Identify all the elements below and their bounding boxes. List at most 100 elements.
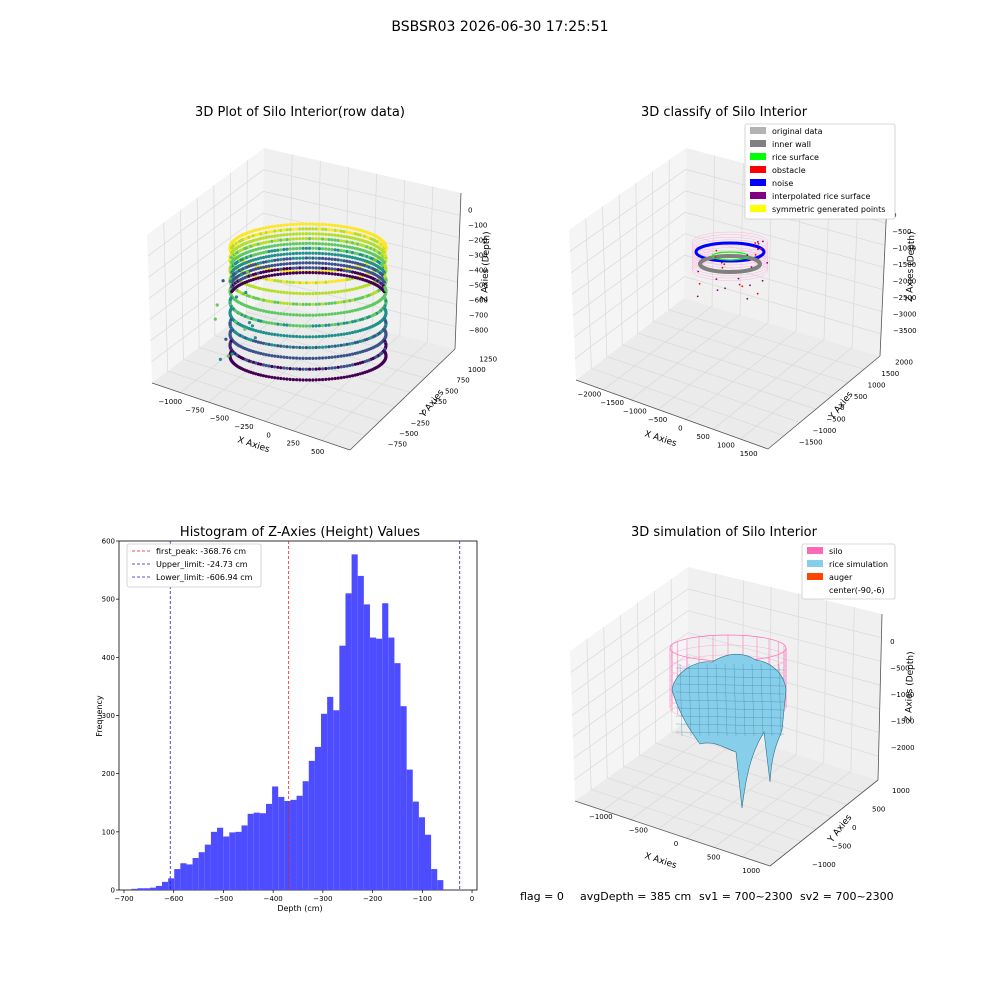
raw-point (282, 280, 286, 284)
classify-scatter-point (716, 289, 719, 291)
raw-point (356, 271, 360, 275)
raw-point (356, 247, 360, 251)
raw-point (279, 322, 283, 327)
raw-point (256, 266, 260, 270)
histogram-x-tick-label: −200 (363, 895, 382, 903)
classify-inner-wall-ring (698, 254, 762, 274)
raw-point (298, 246, 302, 250)
raw-point (256, 261, 260, 266)
raw-point (317, 251, 321, 255)
raw-plot-title: 3D Plot of Silo Interior(row data) (195, 105, 405, 120)
raw-point (273, 300, 277, 304)
histogram-bar (235, 831, 242, 890)
raw-point (298, 281, 302, 285)
raw-point (348, 269, 352, 274)
raw-point (356, 252, 360, 256)
raw-point (304, 378, 308, 382)
raw-point (285, 257, 289, 261)
raw-point (270, 244, 274, 248)
raw-point (291, 302, 295, 306)
raw-point (288, 252, 292, 256)
raw-point (261, 275, 266, 279)
histogram-bar (143, 888, 150, 890)
raw-point (356, 232, 360, 236)
raw-point (356, 372, 360, 377)
raw-point (321, 378, 325, 382)
raw-point (288, 237, 292, 241)
raw-point (273, 229, 277, 233)
raw-point (361, 295, 365, 300)
classify-scatter-point (698, 282, 701, 285)
raw-point (324, 271, 328, 275)
raw-point (321, 242, 325, 246)
raw-point (350, 341, 355, 345)
raw-point (321, 222, 325, 226)
raw-point (353, 341, 357, 345)
raw-point (295, 356, 299, 360)
raw-point (291, 291, 295, 295)
classify-legend-swatch (750, 205, 766, 212)
raw-point (298, 324, 302, 328)
raw-point (324, 227, 328, 232)
raw-point (267, 267, 271, 271)
raw-point (342, 230, 346, 234)
raw-point (288, 313, 292, 317)
classify-plot-grid-line (740, 193, 859, 440)
raw-point (339, 300, 343, 304)
raw-outlier-point (218, 357, 222, 361)
raw-point (308, 227, 312, 231)
raw-point (285, 301, 289, 306)
raw-point (254, 228, 258, 232)
raw-point (330, 233, 334, 237)
raw-point (345, 274, 349, 278)
raw-point (285, 323, 289, 327)
raw-point (311, 237, 315, 241)
classify-plot-z-tick: −2500 (893, 294, 917, 302)
simulation-plot-x-tick: 0 (674, 840, 678, 848)
raw-point (267, 342, 271, 346)
raw-point (358, 277, 362, 281)
raw-plot-grid-line (236, 167, 349, 412)
histogram-x-ticks: −700 −600 −500 −400 −300 −200 −100 0 (114, 890, 474, 903)
raw-point (308, 302, 312, 306)
raw-point (353, 237, 357, 241)
raw-point (321, 324, 325, 328)
raw-point (345, 235, 349, 239)
raw-point (384, 267, 388, 271)
figure-title: BSBSR03 2026-06-30 17:25:51 (391, 19, 608, 35)
classify-legend-label: inner wall (772, 140, 811, 149)
raw-point (285, 269, 289, 273)
simulation-plot-z-tick: −2000 (891, 744, 915, 752)
raw-point (333, 376, 337, 381)
raw-point (348, 250, 352, 254)
raw-point (261, 255, 266, 260)
simulation-plot-x-tick: 1000 (742, 867, 760, 875)
histogram-bar (290, 799, 297, 890)
raw-point (304, 241, 308, 245)
raw-point (298, 266, 302, 270)
raw-point (285, 355, 289, 360)
raw-point (333, 257, 337, 262)
raw-point (282, 223, 286, 227)
raw-plot-x-tick: −500 (210, 415, 229, 423)
raw-point (358, 252, 362, 257)
simulation-plot-grid-line (586, 638, 786, 855)
raw-point (350, 236, 355, 240)
raw-plot-x-axis-line (151, 382, 351, 451)
raw-point (361, 360, 365, 364)
raw-point (321, 247, 325, 251)
raw-point (254, 318, 258, 322)
raw-point (356, 276, 360, 280)
classify-plot-y-tick: 500 (854, 393, 867, 401)
classify-scatter-point (746, 297, 749, 300)
raw-point (304, 256, 308, 260)
raw-plot-grid-line (148, 191, 460, 278)
classify-rice-surface-ring (711, 251, 749, 261)
raw-point (273, 253, 277, 257)
raw-point (324, 266, 328, 270)
simulation-plot-y-tick: 0 (852, 824, 856, 832)
rice-surface-mesh-line (675, 707, 785, 711)
raw-point (304, 251, 308, 255)
raw-point (270, 321, 274, 325)
raw-point (304, 302, 308, 306)
